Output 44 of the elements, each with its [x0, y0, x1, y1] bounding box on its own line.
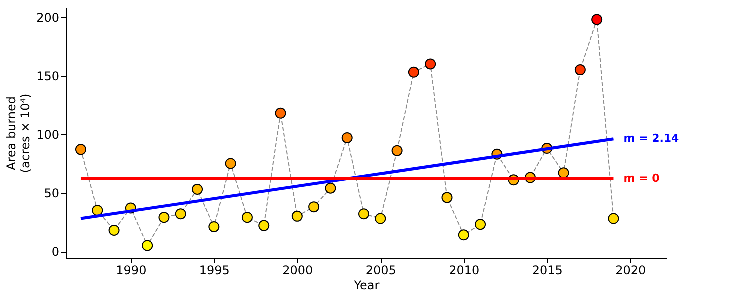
- point: [325, 182, 336, 194]
- y-tick-label: 0: [52, 245, 60, 260]
- point: [142, 240, 154, 252]
- point: [574, 64, 586, 76]
- point: [475, 219, 486, 230]
- point: [158, 212, 170, 224]
- series-label: m = 2.14: [624, 132, 680, 146]
- x-axis-title: Year: [353, 278, 380, 292]
- x-tick-label: 1995: [199, 264, 230, 278]
- y-tick-label: 150: [36, 69, 60, 84]
- point: [292, 210, 303, 222]
- x-tick-label: 1990: [116, 264, 147, 278]
- point: [358, 208, 370, 220]
- x-tick-label: 2010: [449, 264, 480, 278]
- point: [408, 66, 420, 78]
- y-tick-label: 100: [36, 128, 60, 142]
- point: [225, 158, 236, 170]
- point: [558, 168, 570, 179]
- point: [442, 192, 453, 204]
- x-tick-label: 2000: [282, 264, 314, 278]
- point: [342, 132, 353, 144]
- point: [425, 58, 436, 70]
- point: [92, 205, 104, 216]
- x-tick-label: 2015: [532, 264, 563, 278]
- point: [458, 230, 470, 241]
- point: [375, 213, 386, 224]
- y-axis-title: Area burned (acres × 10⁴): [4, 94, 33, 174]
- series-label: m = 0: [624, 172, 660, 185]
- point: [75, 144, 86, 156]
- point: [275, 108, 286, 119]
- point: [608, 213, 620, 224]
- point: [192, 184, 204, 195]
- point: [258, 220, 270, 232]
- point: [208, 221, 220, 232]
- x-tick-label: 2020: [616, 264, 646, 278]
- point: [592, 14, 603, 26]
- point: [242, 212, 253, 224]
- y-tick-label: 50: [44, 186, 60, 201]
- x-tick-label: 2005: [366, 264, 396, 278]
- point: [392, 145, 403, 156]
- point: [308, 202, 320, 213]
- point: [175, 208, 186, 220]
- point: [108, 224, 120, 236]
- y-tick-label: 200: [36, 10, 60, 25]
